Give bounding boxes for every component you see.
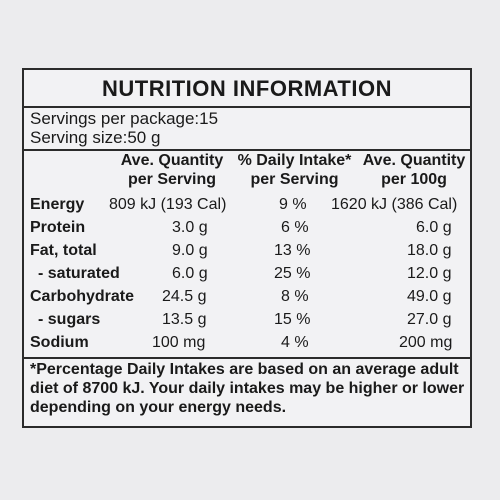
daily-intake-value: 25 %: [274, 265, 311, 282]
header-per-serving: Ave. Quantity per Serving: [112, 151, 232, 189]
per-serving-value: 809 kJ (193 Cal): [109, 196, 227, 213]
per-100g-value: 27.0 g: [407, 311, 452, 328]
row-label: Energy: [30, 196, 85, 213]
per-serving-value: 6.0 g: [172, 265, 208, 282]
meta-divider: [24, 149, 470, 151]
header-daily-intake-line2: per Serving: [250, 171, 339, 188]
per-serving-value: 13.5 g: [162, 311, 207, 328]
per-100g-value: 1620 kJ (386 Cal): [331, 196, 458, 213]
header-daily-intake-line1: % Daily Intake*: [237, 152, 352, 169]
header-per-100g-line2: per 100g: [381, 171, 447, 188]
per-100g-value: 12.0 g: [407, 265, 452, 282]
row-label: - sugars: [38, 311, 101, 328]
per-100g-value: 49.0 g: [407, 288, 452, 305]
per-serving-value: 100 mg: [152, 334, 206, 351]
row-label: Protein: [30, 219, 86, 236]
row-label: Sodium: [30, 334, 89, 351]
per-100g-value: 200 mg: [399, 334, 453, 351]
header-per-100g-line1: Ave. Quantity: [362, 152, 466, 169]
row-label: Carbohydrate: [30, 288, 135, 305]
servings-per-package: Servings per package:15: [30, 109, 219, 128]
daily-intake-value: 13 %: [274, 242, 311, 259]
footnote-divider: [24, 357, 470, 359]
header-per-100g: Ave. Quantity per 100g: [354, 151, 474, 189]
per-100g-value: 18.0 g: [407, 242, 452, 259]
daily-intake-value: 6 %: [281, 219, 309, 236]
daily-intake-value: 4 %: [281, 334, 309, 351]
footnote: *Percentage Daily Intakes are based on a…: [30, 361, 465, 416]
row-label: - saturated: [38, 265, 120, 282]
daily-intake-value: 9 %: [279, 196, 307, 213]
daily-intake-value: 8 %: [281, 288, 309, 305]
nutrition-panel: NUTRITION INFORMATION Servings per packa…: [22, 68, 472, 428]
per-100g-value: 6.0 g: [416, 219, 452, 236]
row-label: Fat, total: [30, 242, 97, 259]
header-per-serving-line2: per Serving: [127, 171, 217, 188]
per-serving-value: 24.5 g: [162, 288, 207, 305]
per-serving-value: 9.0 g: [172, 242, 208, 259]
per-serving-value: 3.0 g: [172, 219, 208, 236]
title-divider: [24, 106, 470, 108]
daily-intake-value: 15 %: [274, 311, 311, 328]
header-daily-intake: % Daily Intake* per Serving: [232, 151, 357, 189]
header-per-serving-line1: Ave. Quantity: [120, 152, 224, 169]
serving-size: Serving size:50 g: [30, 128, 161, 147]
panel-title: NUTRITION INFORMATION: [102, 76, 392, 101]
